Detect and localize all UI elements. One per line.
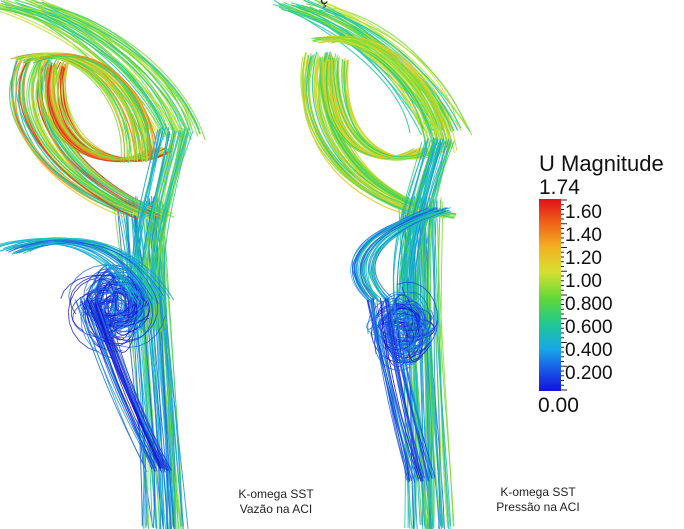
legend-max-value: 1.74 <box>539 176 580 199</box>
left-inlet-streamlines <box>0 0 206 141</box>
right-loop-top <box>311 35 458 153</box>
tick-label: 1.00 <box>565 271 602 292</box>
tick-label: 0.400 <box>565 340 613 361</box>
tick-label: 1.60 <box>565 202 602 223</box>
right-lower-slow <box>366 297 436 483</box>
left-lower-slow <box>74 297 172 473</box>
caption-right-line1: K-omega SST <box>500 485 576 499</box>
caption-right-line2: Pressão na ACI <box>496 500 580 514</box>
left-loop-outer <box>9 55 175 220</box>
tick-label: 1.40 <box>565 225 602 246</box>
partial-title-glyph: ç <box>320 0 328 9</box>
colorbar <box>539 199 561 391</box>
caption-left-line2: Vazão na ACI <box>239 502 313 516</box>
tick-label: 0.200 <box>565 363 613 384</box>
left-slow-region <box>0 237 175 305</box>
tick-label: 0.800 <box>565 294 613 315</box>
caption-left: K-omega SST Vazão na ACI <box>226 487 326 517</box>
tick-label: 1.20 <box>565 248 602 269</box>
colorbar-ticks <box>561 199 567 391</box>
right-loop-inner <box>319 57 447 161</box>
left-loop-top <box>10 52 159 164</box>
caption-left-line1: K-omega SST <box>238 487 314 501</box>
right-wedge-slow <box>350 206 451 303</box>
legend-min-value: 0.00 <box>538 394 579 417</box>
tick-label: 0.600 <box>565 317 613 338</box>
caption-right: K-omega SST Pressão na ACI <box>488 485 588 515</box>
legend-title: U Magnitude <box>539 151 664 176</box>
